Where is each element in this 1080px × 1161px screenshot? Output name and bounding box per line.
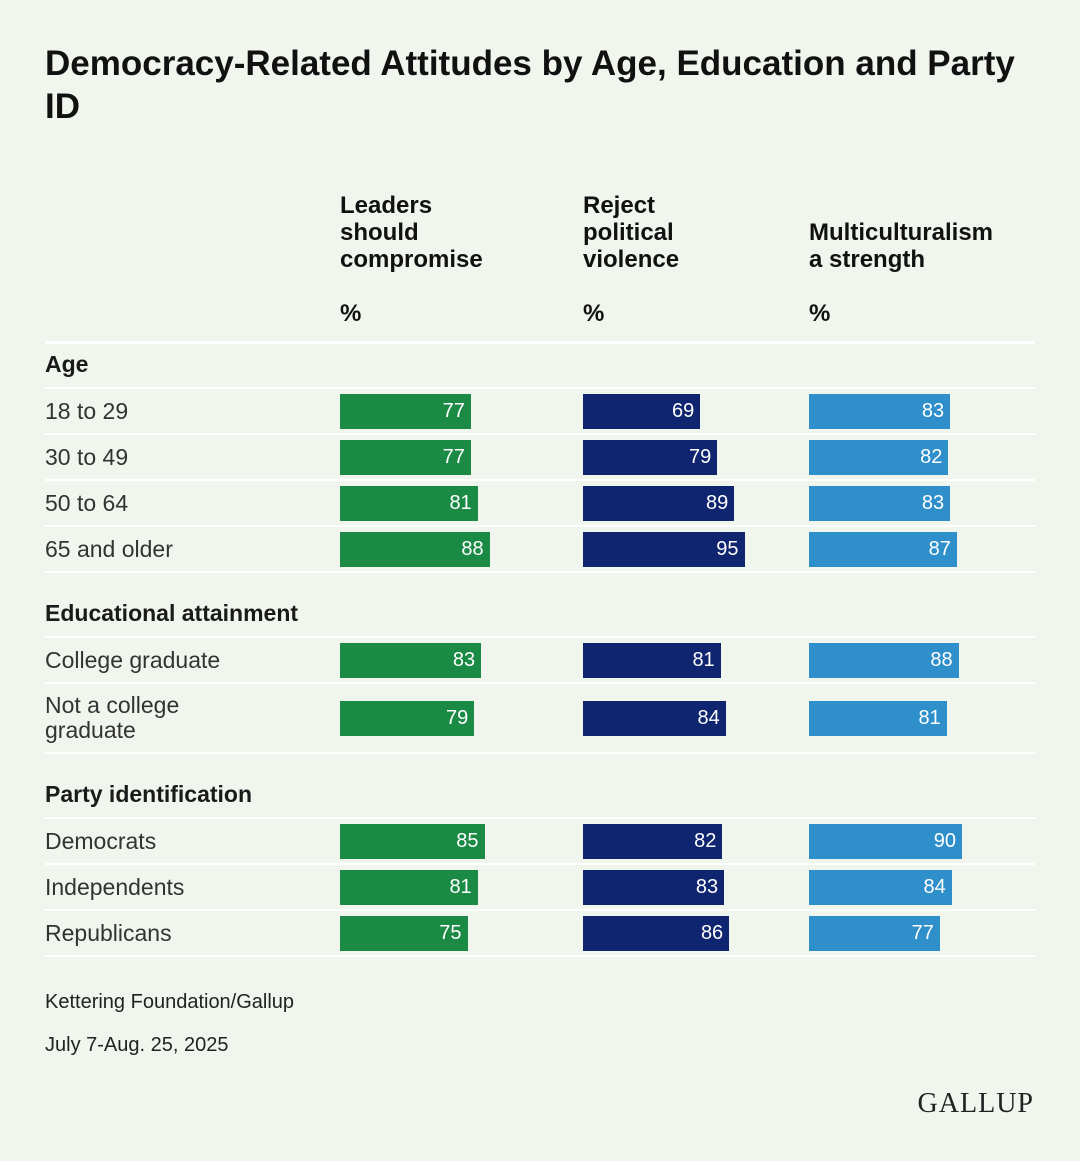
bar-violence: 84 xyxy=(583,700,726,736)
row-divider xyxy=(45,752,1035,754)
bar-compromise: 81 xyxy=(340,485,478,521)
bar-value-label: 85 xyxy=(456,829,479,852)
bar-value-label: 83 xyxy=(921,491,945,514)
column-header-violence: Reject political violence xyxy=(583,192,679,273)
bar-compromise: 88 xyxy=(340,531,490,567)
bar-value-label: 82 xyxy=(694,829,717,852)
bar-value-label: 83 xyxy=(695,875,719,898)
chart-title: Democracy-Related Attitudes by Age, Educ… xyxy=(45,44,1015,126)
source-note: Kettering Foundation/Gallup xyxy=(45,991,295,1013)
row-label: Not a college graduate xyxy=(45,692,180,743)
column-header-text: Reject political violence xyxy=(583,192,680,273)
row-label: 65 and older xyxy=(45,536,173,562)
bar-multi: 84 xyxy=(809,869,952,905)
bar-value-label: 84 xyxy=(923,875,946,898)
row-divider xyxy=(45,525,1035,527)
bar-value-label: 69 xyxy=(672,399,695,422)
bar-value-label: 82 xyxy=(920,445,943,468)
bar-compromise: 75 xyxy=(340,915,468,951)
bar-value-label: 81 xyxy=(918,706,941,729)
unit-label-compromise: % xyxy=(340,300,362,327)
bar-value-label: 75 xyxy=(439,921,462,944)
row-label: College graduate xyxy=(45,647,221,673)
row-divider xyxy=(45,571,1035,573)
section-divider xyxy=(45,817,1035,819)
bar-value-label: 87 xyxy=(928,537,951,560)
row-label: 30 to 49 xyxy=(45,444,129,470)
bar-value-label: 79 xyxy=(446,706,469,729)
bar-compromise: 77 xyxy=(340,439,471,475)
bar-value-label: 77 xyxy=(911,921,934,944)
header-divider xyxy=(45,341,1035,344)
bar-violence: 69 xyxy=(583,393,701,429)
bar-multi: 87 xyxy=(809,531,957,567)
row-divider xyxy=(45,433,1035,435)
row-label: Democrats xyxy=(45,828,157,854)
bar-violence: 79 xyxy=(583,439,718,475)
row-divider xyxy=(45,909,1035,911)
row-divider xyxy=(45,479,1035,481)
bar-compromise: 79 xyxy=(340,700,475,736)
unit-label-multi: % xyxy=(809,300,831,327)
column-header-text: Multiculturalism a strength xyxy=(809,219,994,273)
bar-multi: 83 xyxy=(809,393,951,429)
bar-value-label: 81 xyxy=(449,875,472,898)
bar-value-label: 77 xyxy=(442,399,465,422)
row-label: Republicans xyxy=(45,920,172,946)
bar-value-label: 84 xyxy=(697,706,720,729)
row-label: 18 to 29 xyxy=(45,398,129,424)
row-label: 50 to 64 xyxy=(45,490,129,516)
bar-value-label: 79 xyxy=(689,445,712,468)
bar-compromise: 81 xyxy=(340,869,478,905)
bar-violence: 83 xyxy=(583,869,725,905)
bar-violence: 95 xyxy=(583,531,745,567)
bar-compromise: 77 xyxy=(340,393,471,429)
bar-violence: 86 xyxy=(583,915,730,951)
row-divider xyxy=(45,863,1035,865)
bar-value-label: 81 xyxy=(692,648,715,671)
bar-value-label: 86 xyxy=(700,921,724,944)
section-label: Party identification xyxy=(45,781,253,807)
gallup-logo: GALLUP xyxy=(917,1088,1034,1119)
column-header-text: Leaders should compromise xyxy=(340,192,483,273)
bar-violence: 81 xyxy=(583,642,721,678)
bar-value-label: 95 xyxy=(716,537,739,560)
section-divider xyxy=(45,636,1035,638)
unit-label-violence: % xyxy=(583,300,605,327)
section-label: Age xyxy=(45,351,89,377)
bar-violence: 89 xyxy=(583,485,735,521)
bar-value-label: 89 xyxy=(706,491,729,514)
bar-multi: 90 xyxy=(809,823,962,859)
bar-multi: 81 xyxy=(809,700,947,736)
section-divider xyxy=(45,387,1035,389)
bar-violence: 82 xyxy=(583,823,723,859)
date-note: July 7-Aug. 25, 2025 xyxy=(45,1034,229,1056)
row-divider xyxy=(45,955,1035,957)
bar-value-label: 88 xyxy=(930,648,953,671)
bar-value-label: 90 xyxy=(933,829,956,852)
bar-value-label: 83 xyxy=(452,648,476,671)
bar-compromise: 83 xyxy=(340,642,482,678)
bar-value-label: 81 xyxy=(449,491,472,514)
bar-multi: 77 xyxy=(809,915,940,951)
bar-multi: 82 xyxy=(809,439,949,475)
column-header-compromise: Leaders should compromise xyxy=(340,192,483,273)
row-divider xyxy=(45,682,1035,684)
row-label: Independents xyxy=(45,874,185,900)
column-header-multi: Multiculturalism a strength xyxy=(809,192,993,273)
bar-compromise: 85 xyxy=(340,823,485,859)
bar-value-label: 83 xyxy=(921,399,945,422)
section-label: Educational attainment xyxy=(45,600,299,626)
bar-multi: 83 xyxy=(809,485,951,521)
bar-value-label: 77 xyxy=(442,445,465,468)
bar-multi: 88 xyxy=(809,642,959,678)
bar-value-label: 88 xyxy=(461,537,484,560)
